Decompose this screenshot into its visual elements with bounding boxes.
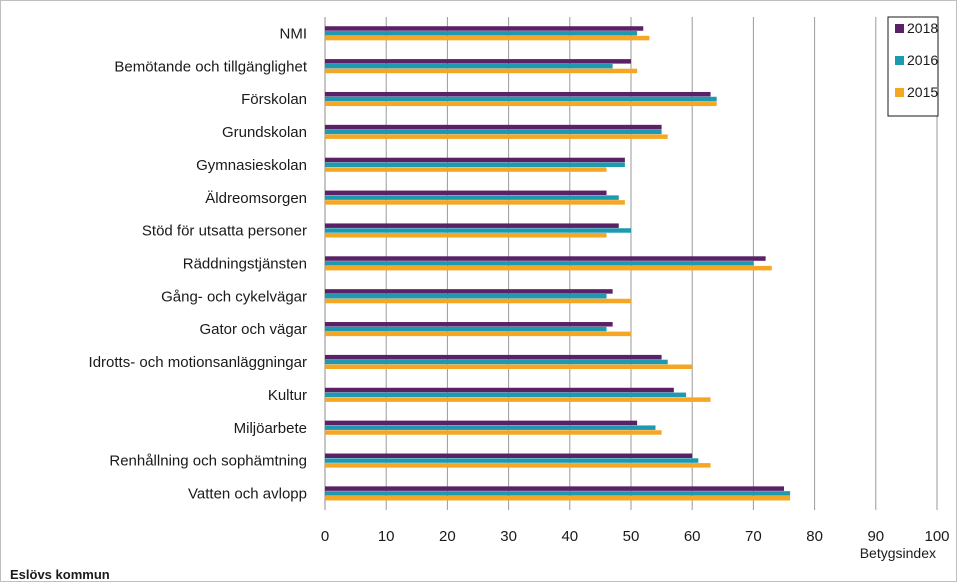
category-label: Förskolan <box>241 91 307 108</box>
legend-swatch-2015 <box>895 88 904 97</box>
bar-2018 <box>325 91 711 97</box>
category-label: Kultur <box>268 387 307 404</box>
category-label: Bemötande och tillgänglighet <box>114 58 307 75</box>
category-label: Miljöarbete <box>234 420 307 437</box>
bar-2015 <box>325 101 717 107</box>
bar-2016 <box>325 293 607 299</box>
bar-2018 <box>325 289 613 294</box>
footer-source: Eslövs kommun <box>10 567 110 582</box>
bar-2015 <box>325 167 607 172</box>
bar-2015 <box>325 430 662 435</box>
bar-2015 <box>325 233 607 238</box>
category-labels: NMI Bemötande och tillgänglighet Förskolan… <box>89 25 308 502</box>
legend-label-2015: 2015 <box>907 84 938 100</box>
bar-2016 <box>325 195 619 200</box>
category-label: Idrotts- och motionsanläggningar <box>89 354 307 371</box>
bar-2016 <box>325 458 699 463</box>
legend-label-2016: 2016 <box>907 52 938 68</box>
bar-2016 <box>325 491 791 496</box>
bar-2016 <box>325 228 631 233</box>
bar-2018 <box>325 256 766 261</box>
bar-2015 <box>325 35 650 41</box>
x-tick-label: 60 <box>684 528 701 545</box>
x-tick-label: 40 <box>561 528 578 545</box>
category-label: Äldreomsorgen <box>205 190 307 207</box>
bar-2015 <box>325 331 631 337</box>
bar-2015 <box>325 200 625 205</box>
category-label: NMI <box>280 25 308 42</box>
bar-2015 <box>325 68 638 74</box>
legend: 2018 2016 2015 <box>887 16 939 117</box>
category-label: Gymnasieskolan <box>196 157 307 174</box>
category-label: Renhållning och sophämtning <box>109 453 307 470</box>
category-label: Stöd för utsatta personer <box>142 223 307 240</box>
bar-2018 <box>325 322 613 327</box>
legend-box <box>887 16 939 117</box>
bar-2016 <box>325 359 668 365</box>
bar-2015 <box>325 463 711 468</box>
bar-2015 <box>325 364 693 369</box>
bar-2016 <box>325 162 625 167</box>
x-tick-label: 80 <box>806 528 823 545</box>
category-label: Gator och vägar <box>199 321 307 338</box>
category-label: Gång- och cykelvägar <box>161 288 307 305</box>
bar-2016 <box>325 326 607 332</box>
category-label: Vatten och avlopp <box>188 486 307 503</box>
bar-2018 <box>325 486 784 491</box>
bar-2018 <box>325 223 619 228</box>
bar-2015 <box>325 298 631 304</box>
bar-2016 <box>325 261 754 266</box>
bar-2015 <box>325 397 711 402</box>
x-tick-label: 10 <box>378 528 395 545</box>
x-axis-title: Betygsindex <box>860 545 936 561</box>
bar-2015 <box>325 495 791 501</box>
x-tick-label: 100 <box>924 528 949 545</box>
bar-2018 <box>325 420 638 426</box>
category-label: Grundskolan <box>222 124 307 141</box>
category-label: Räddningstjänsten <box>183 256 307 273</box>
x-tick-label: 0 <box>321 528 329 545</box>
bar-marks <box>325 26 791 501</box>
bar-2016 <box>325 129 662 135</box>
bar-2018 <box>325 387 674 393</box>
x-tick-label: 20 <box>439 528 456 545</box>
bar-2015 <box>325 134 668 139</box>
bar-2016 <box>325 392 687 398</box>
bar-2018 <box>325 453 693 458</box>
bar-2018 <box>325 354 662 360</box>
bar-2016 <box>325 425 656 430</box>
legend-swatch-2018 <box>895 24 904 33</box>
legend-label-2018: 2018 <box>907 20 938 36</box>
bar-2018 <box>325 26 644 31</box>
bar-2018 <box>325 157 625 163</box>
bar-2015 <box>325 265 772 271</box>
x-tick-label: 90 <box>867 528 884 545</box>
bar-2018 <box>325 59 631 64</box>
legend-swatch-2016 <box>895 56 904 65</box>
bar-2018 <box>325 190 607 196</box>
x-tick-label: 70 <box>745 528 762 545</box>
x-tick-labels: 0 10 20 30 40 50 60 70 80 90 100 <box>321 528 950 545</box>
x-tick-label: 30 <box>500 528 517 545</box>
bar-2016 <box>325 63 613 69</box>
bar-2016 <box>325 96 717 102</box>
bar-2016 <box>325 31 638 36</box>
bar-2018 <box>325 124 662 130</box>
x-tick-label: 50 <box>623 528 640 545</box>
